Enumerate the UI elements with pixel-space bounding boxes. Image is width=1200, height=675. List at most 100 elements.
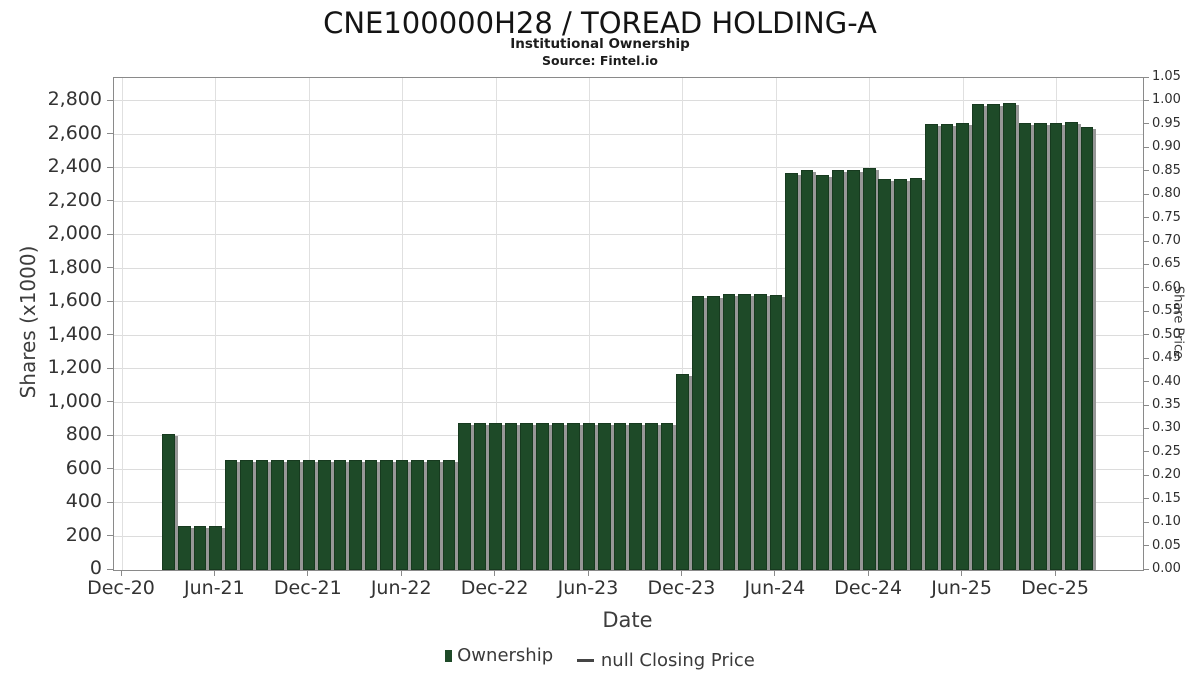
- ownership-bar[interactable]: [411, 460, 425, 570]
- ownership-bar[interactable]: [925, 124, 938, 570]
- y-axis-right-tick: [1143, 334, 1149, 336]
- ownership-bar[interactable]: [971, 103, 985, 570]
- y-axis-right-tick: [1143, 381, 1149, 383]
- ownership-bar[interactable]: [395, 460, 409, 570]
- ownership-bar[interactable]: [567, 422, 580, 570]
- y-tick-label-left: 1,200: [47, 356, 102, 379]
- ownership-bar[interactable]: [286, 460, 300, 570]
- ownership-bar[interactable]: [536, 422, 549, 570]
- ownership-bar[interactable]: [644, 422, 658, 570]
- ownership-bar[interactable]: [987, 103, 1001, 570]
- ownership-bar[interactable]: [878, 179, 892, 570]
- y-grid-line: [114, 267, 1143, 269]
- ownership-bar[interactable]: [162, 434, 175, 570]
- y-tick-label-right: 0.05: [1152, 537, 1181, 553]
- ownership-bar[interactable]: [707, 295, 720, 570]
- ownership-bar[interactable]: [831, 170, 845, 570]
- y-tick-label-left: 2,800: [47, 88, 102, 111]
- y-tick-label-left: 2,600: [47, 121, 102, 144]
- y-tick-label-left: 0: [89, 557, 102, 579]
- x-tick-label: Jun-25: [931, 577, 992, 599]
- ownership-bar[interactable]: [520, 422, 534, 570]
- x-tick-label: Jun-23: [557, 577, 619, 599]
- y-tick-label-left: 400: [65, 490, 102, 513]
- x-grid-line: [589, 78, 590, 570]
- legend-item-ownership[interactable]: Ownership: [445, 645, 553, 666]
- chart-title: CNE100000H28 / TOREAD HOLDING-A: [323, 6, 877, 40]
- ownership-bar[interactable]: [909, 177, 923, 570]
- y-grid-line: [114, 301, 1143, 303]
- y-grid-line: [114, 468, 1143, 470]
- ownership-bar[interactable]: [862, 168, 876, 570]
- y-tick-label-right: 0.70: [1152, 233, 1181, 248]
- ownership-bar[interactable]: [504, 422, 518, 570]
- y-axis-left-tick: [107, 133, 113, 135]
- ownership-bar[interactable]: [458, 422, 471, 570]
- y-tick-label-left: 2,000: [47, 222, 102, 245]
- y-tick-label-left: 2,400: [47, 155, 102, 178]
- ownership-bar[interactable]: [785, 172, 798, 570]
- ownership-bar[interactable]: [894, 179, 907, 570]
- y-axis-right-tick: [1143, 474, 1149, 476]
- ownership-bar[interactable]: [691, 295, 705, 570]
- x-axis-tick: [867, 570, 869, 576]
- ownership-bar[interactable]: [1018, 123, 1032, 570]
- ownership-bar[interactable]: [956, 123, 969, 570]
- ownership-bar[interactable]: [1065, 122, 1078, 570]
- y-axis-right-tick: [1143, 123, 1149, 125]
- ownership-bar[interactable]: [333, 460, 347, 570]
- chart-source: Source: Fintel.io: [542, 53, 658, 68]
- x-axis-tick: [774, 570, 776, 576]
- ownership-bar[interactable]: [816, 175, 829, 570]
- y-tick-label-right: 1.00: [1152, 92, 1181, 108]
- ownership-bar[interactable]: [271, 460, 284, 570]
- ownership-bar[interactable]: [177, 526, 191, 570]
- ownership-bar[interactable]: [1049, 123, 1063, 570]
- ownership-bar[interactable]: [318, 460, 331, 570]
- ownership-bar[interactable]: [660, 422, 674, 570]
- ownership-bar[interactable]: [209, 526, 222, 570]
- ownership-bar[interactable]: [582, 422, 596, 570]
- ownership-bar[interactable]: [1034, 123, 1047, 570]
- x-axis-tick: [494, 570, 496, 576]
- ownership-bar[interactable]: [940, 124, 954, 570]
- ownership-bar[interactable]: [364, 460, 378, 570]
- ownership-bar[interactable]: [193, 526, 207, 570]
- ownership-bar[interactable]: [255, 460, 269, 570]
- ownership-bar[interactable]: [847, 170, 860, 570]
- y-tick-label-left: 200: [65, 523, 102, 546]
- ownership-bar[interactable]: [1080, 126, 1094, 570]
- ownership-bar[interactable]: [473, 422, 487, 570]
- ownership-bar[interactable]: [380, 460, 393, 570]
- ownership-bar[interactable]: [442, 460, 456, 570]
- ownership-bar[interactable]: [722, 293, 736, 570]
- ownership-bar[interactable]: [240, 460, 253, 570]
- y-axis-right-tick: [1143, 310, 1149, 312]
- ownership-bar[interactable]: [302, 460, 316, 570]
- ownership-bar[interactable]: [753, 293, 767, 570]
- ownership-bar[interactable]: [769, 294, 783, 570]
- ownership-bar[interactable]: [489, 422, 502, 570]
- legend-label-closing-price: null Closing Price: [600, 649, 755, 671]
- ownership-bar[interactable]: [349, 460, 362, 570]
- ownership-bar[interactable]: [676, 374, 689, 570]
- ownership-bar[interactable]: [738, 293, 751, 570]
- y-axis-left-tick: [107, 434, 113, 436]
- ownership-bar[interactable]: [613, 422, 627, 570]
- y-axis-left-tick: [107, 166, 113, 168]
- ownership-bar[interactable]: [800, 170, 814, 570]
- y-grid-line: [114, 401, 1143, 403]
- ownership-bar[interactable]: [551, 422, 565, 570]
- y-tick-label-right: 0.90: [1152, 139, 1181, 155]
- y-axis-left-tick: [107, 501, 113, 503]
- y-axis-right-tick: [1143, 287, 1149, 289]
- ownership-bar[interactable]: [1003, 103, 1016, 570]
- ownership-bar[interactable]: [224, 460, 238, 570]
- ownership-bar[interactable]: [629, 422, 642, 570]
- legend-item-closing-price[interactable]: null Closing Price: [563, 650, 755, 671]
- y-tick-label-left: 1,600: [47, 289, 102, 312]
- y-axis-right-tick: [1143, 146, 1149, 148]
- ownership-bar[interactable]: [427, 460, 440, 570]
- ownership-bar[interactable]: [598, 422, 611, 570]
- x-tick-label: Dec-20: [87, 577, 155, 599]
